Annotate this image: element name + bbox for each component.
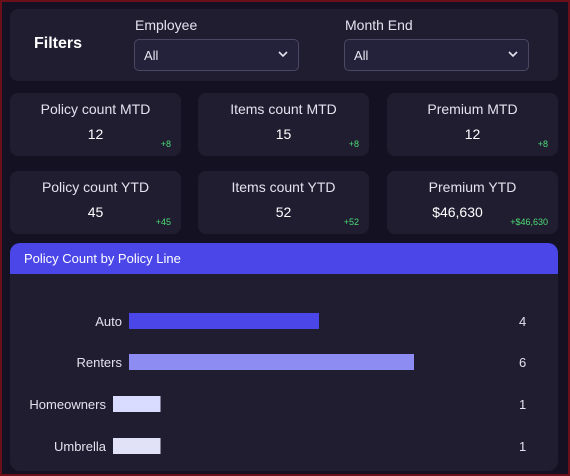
kpi-value: 45 [87,204,104,220]
kpi-title: Items count YTD [231,179,336,195]
kpi-title: Premium MTD [427,101,518,117]
bar-value-label: 1 [519,439,526,454]
kpi-value: $46,630 [432,204,483,220]
kpi-value: 12 [464,126,481,142]
kpi-title: Policy count MTD [40,101,151,117]
kpi-title: Policy count YTD [41,179,150,195]
kpi-delta: +8 [160,139,171,149]
chevron-down-icon [508,51,518,58]
kpi-card-items-count-ytd: Items count YTD 52 +52 [198,171,369,234]
policy-line-chart-card: Policy Count by Policy Line Auto 4 Renters… [10,243,558,471]
month-end-select-value: All [354,48,369,63]
employee-label: Employee [135,17,198,33]
bar-value-label: 4 [519,314,526,329]
month-end-label: Month End [345,17,413,33]
kpi-card-items-count-mtd: Items count MTD 15 +8 [198,93,369,156]
bar-auto[interactable] [129,313,319,329]
kpi-delta: +45 [155,217,171,227]
filters-title: Filters [34,35,83,52]
month-end-select[interactable]: All [344,39,529,71]
kpi-value: 52 [275,204,292,220]
chevron-down-icon [278,51,288,58]
filters-panel: Filters Employee All Month End All [10,9,558,81]
kpi-value: 15 [275,126,292,142]
kpi-delta: +8 [537,139,548,149]
kpi-card-policy-count-ytd: Policy count YTD 45 +45 [10,171,181,234]
kpi-value: 12 [87,126,104,142]
kpi-card-policy-count-mtd: Policy count MTD 12 +8 [10,93,181,156]
bar-category-label: Auto [95,314,122,329]
policy-line-bar-chart: Auto 4 Renters 6 Homeowners 1 Umbrella 1 [29,313,526,454]
kpi-title: Items count MTD [230,101,337,117]
bar-renters[interactable] [129,354,414,370]
employee-select[interactable]: All [134,39,299,71]
bar-value-label: 6 [519,355,526,370]
bar-umbrella[interactable] [113,438,161,454]
bar-category-label: Renters [76,355,122,370]
bar-value-label: 1 [519,397,526,412]
kpi-card-premium-mtd: Premium MTD 12 +8 [387,93,558,156]
bar-category-label: Homeowners [29,397,106,412]
kpi-delta: +8 [348,139,359,149]
chart-title: Policy Count by Policy Line [24,251,181,266]
kpi-card-premium-ytd: Premium YTD $46,630 +$46,630 [387,171,558,234]
bar-homeowners[interactable] [113,396,161,412]
employee-select-value: All [144,48,159,63]
kpi-title: Premium YTD [428,179,517,195]
chart-header: Policy Count by Policy Line [10,243,558,274]
kpi-delta: +$46,630 [510,217,548,227]
kpi-delta: +52 [343,217,359,227]
bar-category-label: Umbrella [54,439,107,454]
